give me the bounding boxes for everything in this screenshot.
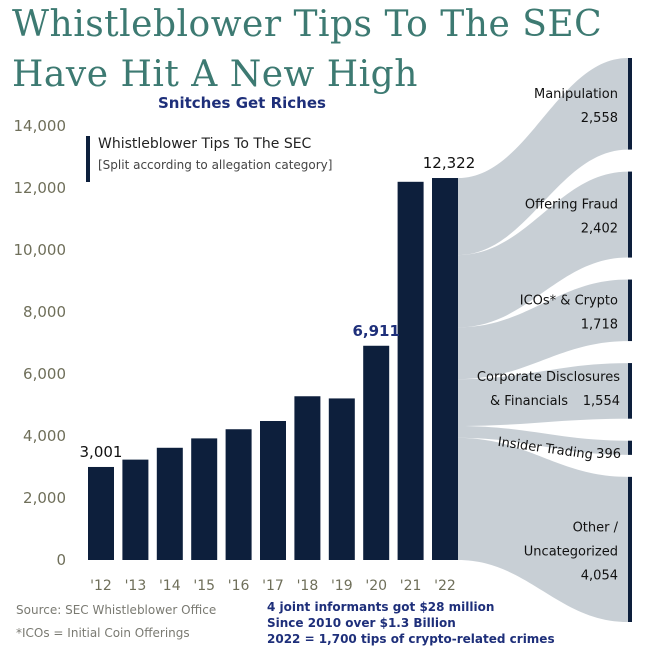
breakdown-category: ICOs* & Crypto [520, 293, 618, 308]
y-tick-label: 2,000 [23, 489, 66, 507]
bar [363, 345, 390, 560]
page-title-line-2: Have Hit A New High [12, 54, 418, 95]
breakdown-value: 2,402 [581, 222, 618, 237]
flow-end-marker [628, 58, 632, 150]
breakdown-value: 1,718 [581, 317, 618, 332]
fact-line-3: 2022 = 1,700 tips of crypto-related crim… [267, 632, 555, 646]
bar [122, 459, 149, 560]
bar [294, 396, 321, 560]
breakdown-category: Corporate Disclosures [477, 370, 620, 385]
bar [432, 178, 458, 560]
y-tick-label: 14,000 [14, 117, 67, 135]
y-tick-label: 10,000 [14, 241, 67, 259]
bar [88, 466, 114, 560]
x-tick-label: '20 [365, 578, 387, 594]
data-label: 6,911 [352, 322, 399, 340]
y-tick-label: 6,000 [23, 365, 66, 383]
y-tick-label: 8,000 [23, 303, 66, 321]
bar [397, 181, 424, 561]
x-tick-label: '13 [125, 578, 147, 594]
x-tick-label: '22 [434, 578, 456, 594]
bar [225, 429, 252, 560]
breakdown-category: Uncategorized [524, 544, 618, 559]
subtitle: Snitches Get Riches [158, 94, 326, 112]
footnote: *ICOs = Initial Coin Offerings [16, 626, 190, 640]
fact-line-2: Since 2010 over $1.3 Billion [267, 616, 456, 630]
flow-band [458, 363, 628, 426]
legend-title: Whistleblower Tips To The SEC [98, 136, 312, 152]
x-tick-label: '12 [90, 578, 112, 594]
breakdown-category: Other / [573, 520, 619, 535]
breakdown-label: Other / Uncategorized 4,054 [524, 520, 619, 583]
y-tick-label: 12,000 [14, 179, 67, 197]
legend-subtitle: [Split according to allegation category] [98, 158, 333, 172]
breakdown-value: 4,054 [581, 568, 618, 583]
data-label: 3,001 [80, 443, 123, 461]
flow-end-marker [628, 171, 632, 258]
flow-end-marker [628, 476, 632, 622]
flow-end-marker [628, 440, 632, 455]
y-tick-label: 4,000 [23, 427, 66, 445]
bar [191, 438, 218, 560]
breakdown-value: 2,558 [581, 111, 618, 126]
breakdown-label: Offering Fraud 2,402 [525, 198, 618, 237]
source-note: Source: SEC Whistleblower Office [16, 603, 217, 617]
flow-band [458, 171, 628, 328]
bar [156, 447, 183, 560]
breakdown-value: 1,554 [583, 394, 620, 409]
x-tick-label: '21 [400, 578, 422, 594]
x-tick-label: '15 [193, 578, 215, 594]
flow-band [458, 58, 628, 256]
breakdown-category: Manipulation [534, 87, 618, 102]
breakdown-value: 396 [596, 447, 621, 462]
bar [260, 420, 286, 560]
flow-band [458, 279, 628, 380]
y-tick-label: 0 [56, 551, 66, 569]
flow-band [458, 437, 628, 622]
x-tick-label: '16 [228, 578, 250, 594]
chart-legend: Whistleblower Tips To The SEC [Split acc… [86, 136, 332, 182]
breakdown-label: Corporate Disclosures & Financials 1,554 [477, 370, 620, 409]
data-label: 12,322 [423, 154, 476, 172]
page-title-line-1: Whistleblower Tips To The SEC [12, 4, 603, 45]
x-tick-label: '14 [159, 578, 181, 594]
x-tick-label: '19 [331, 578, 353, 594]
flow-end-marker [628, 279, 632, 342]
flow-band [458, 425, 628, 455]
fact-line-1: 4 joint informants got $28 million [267, 600, 495, 614]
flow-end-marker [628, 363, 632, 419]
x-tick-label: '18 [297, 578, 319, 594]
breakdown-label: Manipulation 2,558 [534, 87, 618, 126]
breakdown-category: & Financials [490, 394, 568, 409]
x-tick-label: '17 [262, 578, 284, 594]
breakdown-category: Offering Fraud [525, 198, 618, 213]
bar [328, 398, 355, 560]
breakdown-label: ICOs* & Crypto 1,718 [520, 293, 618, 332]
